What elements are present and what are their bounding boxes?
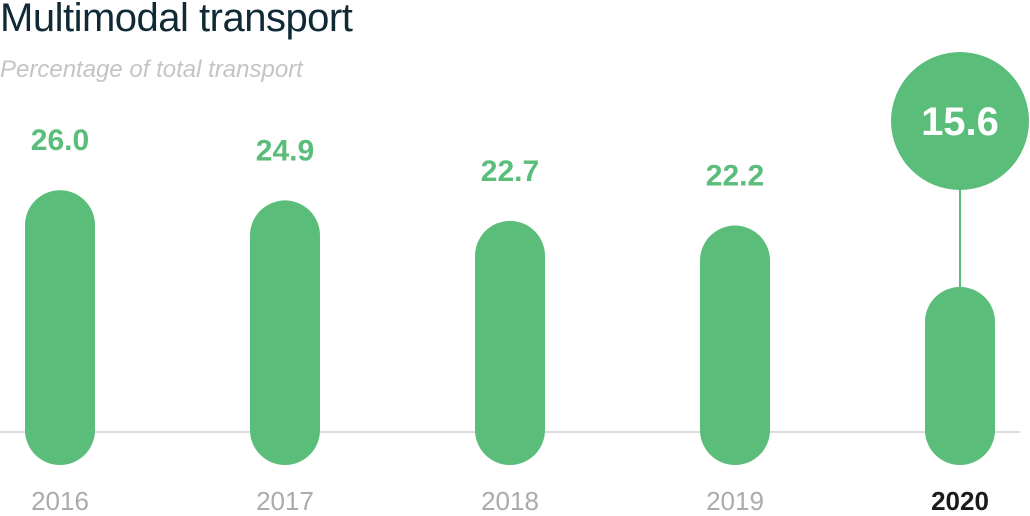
bar-2020	[925, 286, 995, 465]
data-label-2016: 26.0	[31, 124, 89, 157]
bar-2018	[475, 220, 545, 465]
x-tick-label-2020: 2020	[931, 486, 989, 516]
chart-title: Multimodal transport	[0, 0, 353, 40]
x-tick-label-2018: 2018	[481, 486, 539, 516]
highlight-bubble	[891, 52, 1029, 190]
bar-2016	[25, 190, 95, 465]
data-label-2018: 22.7	[481, 155, 539, 188]
x-tick-label-2016: 2016	[31, 486, 89, 516]
x-tick-label-2019: 2019	[706, 486, 764, 516]
chart-subtitle: Percentage of total transport	[0, 56, 303, 83]
x-tick-label-2017: 2017	[256, 486, 314, 516]
data-label-2017: 24.9	[256, 134, 314, 167]
data-label-2019: 22.2	[706, 160, 764, 193]
bar-2019	[700, 225, 770, 465]
data-label-2020: 15.6	[921, 100, 999, 144]
bar-2017	[250, 200, 320, 465]
